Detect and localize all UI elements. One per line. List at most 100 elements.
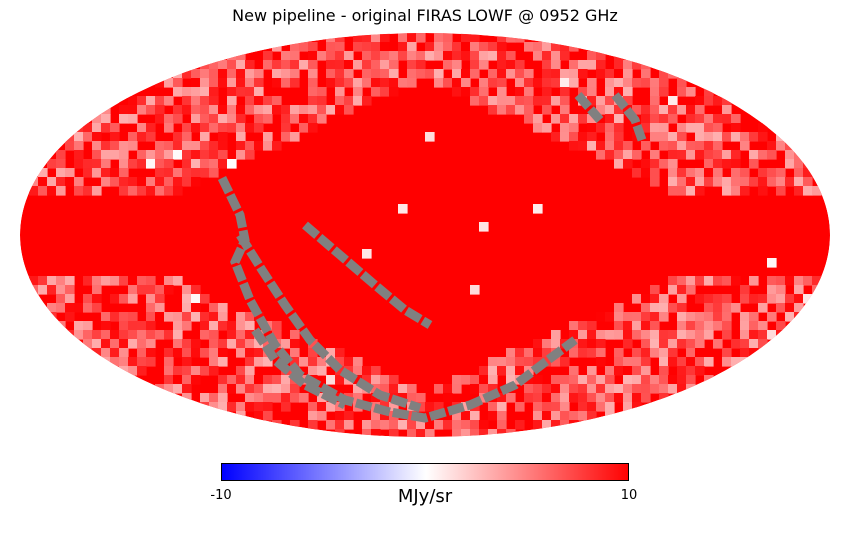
sky-pixel [128, 186, 138, 196]
sky-pixel [353, 357, 363, 367]
sky-pixel [335, 429, 345, 437]
sky-pixel [506, 60, 516, 70]
sky-pixel [686, 366, 696, 376]
sky-pixel [137, 177, 147, 187]
sky-pixel [254, 312, 264, 322]
sky-pixel [704, 177, 714, 187]
sky-pixel [110, 276, 120, 286]
sky-pixel [731, 123, 741, 133]
sky-pixel [353, 60, 363, 70]
sky-pixel [686, 339, 696, 349]
sky-pixel [236, 312, 246, 322]
sky-pixel [614, 141, 624, 151]
sky-pixel [209, 150, 219, 160]
sky-pixel [524, 105, 534, 115]
sky-pixel [191, 366, 201, 376]
sky-pixel [749, 276, 759, 286]
sky-pixel [173, 105, 183, 115]
sky-pixel [686, 285, 696, 295]
sky-pixel [425, 69, 435, 79]
sky-pixel [218, 150, 228, 160]
sky-pixel [677, 294, 687, 304]
sky-pixel [515, 69, 525, 79]
sky-pixel [587, 87, 597, 97]
sky-pixel [650, 294, 660, 304]
sky-pixel [326, 78, 336, 88]
sky-pixel [182, 159, 192, 169]
sky-pixel [272, 105, 282, 115]
sky-pixel [731, 114, 741, 124]
sky-pixel [506, 357, 516, 367]
sky-pixel [389, 375, 399, 385]
sky-pixel [335, 78, 345, 88]
sky-pixel [533, 348, 543, 358]
sky-pixel [551, 411, 561, 421]
sky-pixel [695, 177, 705, 187]
sky-pixel [668, 105, 678, 115]
sky-pixel [767, 330, 777, 340]
sky-pixel [641, 330, 651, 340]
sky-pixel [722, 186, 732, 196]
sky-pixel [371, 33, 381, 43]
sky-pixel [722, 159, 732, 169]
sky-pixel [344, 69, 354, 79]
sky-pixel [542, 420, 552, 430]
sky-pixel [182, 393, 192, 403]
sky-pixel [110, 168, 120, 178]
sky-pixel [515, 96, 525, 106]
sky-pixel [641, 105, 651, 115]
sky-pixel [758, 321, 768, 331]
sky-pixel [758, 150, 768, 160]
sky-pixel [164, 159, 174, 169]
sky-pixel [209, 105, 219, 115]
sky-pixel [299, 393, 309, 403]
sky-pixel [290, 42, 300, 52]
sky-pixel [632, 357, 642, 367]
sky-pixel [128, 330, 138, 340]
sky-pixel [254, 78, 264, 88]
sky-pixel [245, 150, 255, 160]
sky-pixel [281, 69, 291, 79]
sky-pixel [101, 114, 111, 124]
sky-pixel [407, 51, 417, 61]
sky-pixel [272, 42, 282, 52]
sky-pixel [578, 69, 588, 79]
sky-pixel [767, 294, 777, 304]
sky-pixel [686, 150, 696, 160]
sky-pixel [191, 87, 201, 97]
sky-pixel [236, 105, 246, 115]
sky-pixel [650, 303, 660, 313]
sky-pixel [740, 168, 750, 178]
sky-pixel [605, 87, 615, 97]
sky-pixel [290, 393, 300, 403]
sky-pixel [695, 330, 705, 340]
sky-pixel [299, 42, 309, 52]
sky-pixel [407, 393, 417, 403]
sky-pixel [704, 303, 714, 313]
sky-pixel [101, 357, 111, 367]
sky-pixel [731, 177, 741, 187]
sky-pixel [758, 330, 768, 340]
sky-pixel [542, 51, 552, 61]
sky-pixel [164, 150, 174, 160]
sky-pixel [668, 96, 678, 106]
sky-pixel [632, 60, 642, 70]
sky-pixel [668, 141, 678, 151]
sky-pixel [515, 420, 525, 430]
sky-pixel [308, 96, 318, 106]
sky-pixel [605, 105, 615, 115]
sky-pixel [362, 375, 372, 385]
sky-pixel [272, 330, 282, 340]
sky-pixel [173, 186, 183, 196]
sky-pixel [794, 303, 804, 313]
sky-pixel [182, 357, 192, 367]
sky-pixel [254, 357, 264, 367]
sky-pixel [128, 105, 138, 115]
sky-pixel [119, 141, 129, 151]
sky-pixel [218, 375, 228, 385]
sky-pixel [578, 114, 588, 124]
sky-pixel [506, 105, 516, 115]
sky-pixel [155, 105, 165, 115]
sky-pixel [452, 78, 462, 88]
sky-pixel [245, 96, 255, 106]
